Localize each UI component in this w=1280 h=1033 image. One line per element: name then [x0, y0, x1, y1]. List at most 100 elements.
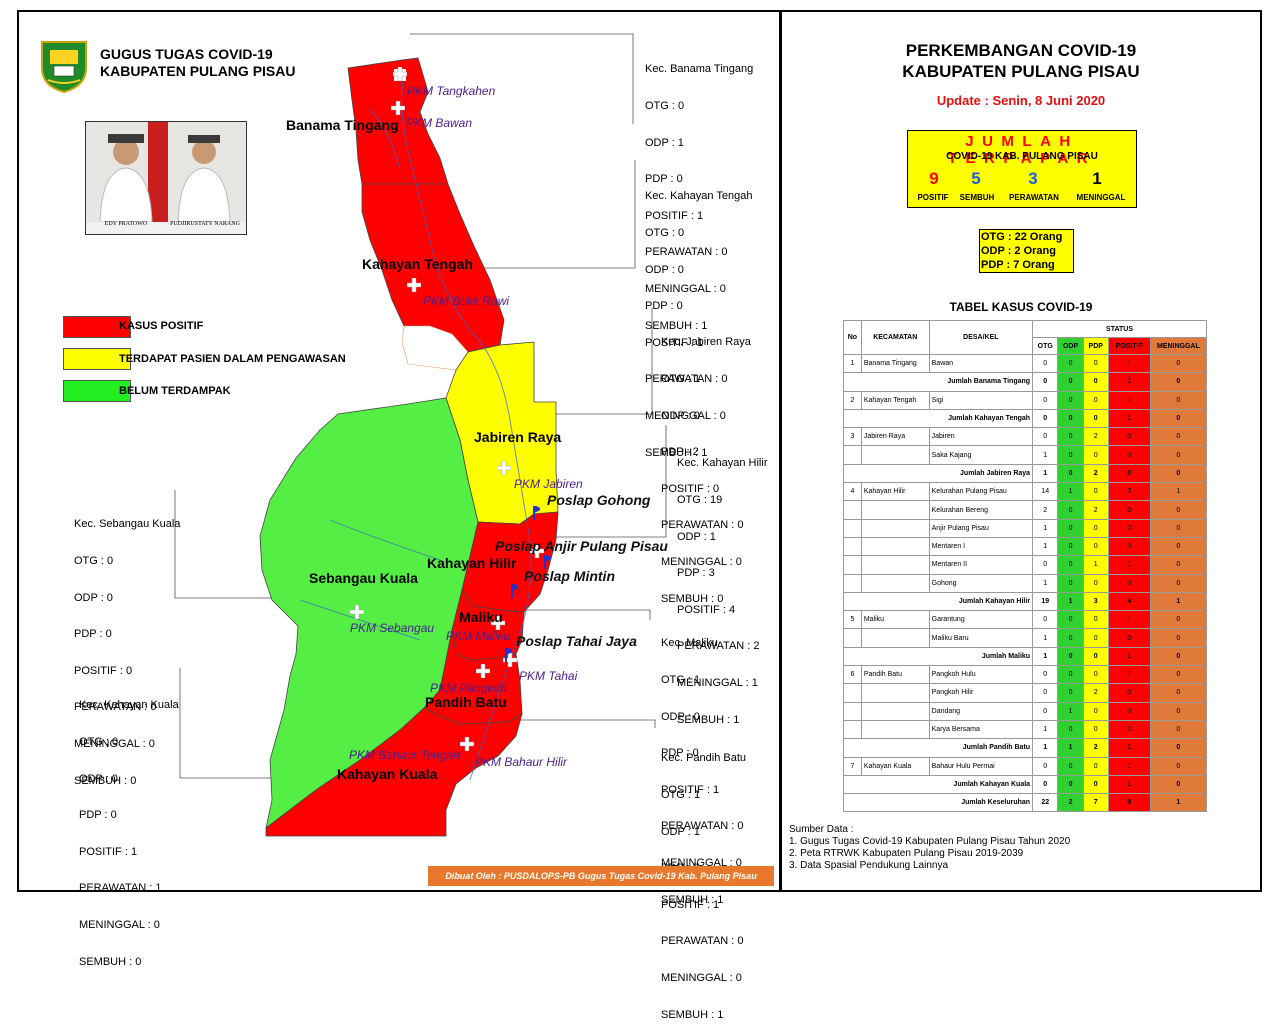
cell-desa: Dandang: [928, 701, 1034, 721]
label-pkm-jabiren: PKM Jabiren: [514, 477, 583, 491]
info-sebangau-kuala: Kec. Sebangau Kuala OTG : 0 ODP : 0 PDP …: [74, 494, 180, 799]
photo-left-name: EDY PRATOWO: [104, 221, 148, 227]
info-title: Kec. Maliku: [661, 637, 718, 650]
info-kahayan-tengah: Kec. Kahayan Tengah OTG : 0 ODP : 0 PDP …: [645, 166, 752, 471]
cell-total-label: Jumlah Kahayan Tengah: [842, 408, 1034, 429]
cell-pdp: 2: [1082, 738, 1109, 758]
cell-meninggal: 0: [1149, 701, 1208, 721]
info-line: PDP : 3: [677, 567, 715, 580]
cell-desa: Kelurahan Pulang Pisau: [928, 482, 1034, 502]
cell-kecamatan: [860, 719, 930, 740]
cross-icon: [459, 736, 475, 752]
info-kahayan-hilir: Kec. Kahayan Hilir OTG : 19 ODP : 1 PDP …: [677, 433, 768, 738]
table-title: TABEL KASUS COVID-19: [949, 300, 1093, 314]
cell-pdp: 0: [1082, 646, 1109, 667]
info-line: PERAWATAN : 1: [79, 882, 162, 895]
cell-positif: 0: [1107, 719, 1151, 740]
info-line: POSITIF : 0: [661, 482, 720, 495]
cell-positif: 1: [1107, 665, 1151, 685]
label-pkm-tahai: PKM Tahai: [519, 669, 578, 683]
cell-kecamatan: [860, 628, 930, 648]
th-odp: ODP: [1057, 337, 1084, 355]
cell-total-label: Jumlah Kahayan Kuala: [842, 774, 1034, 795]
cell-odp: 0: [1057, 610, 1084, 630]
cell-positif: 1: [1107, 774, 1151, 795]
table-row: 3 Jabiren Raya Jabiren 0 0 2 0 0: [843, 427, 1208, 447]
cell-kecamatan: [860, 536, 930, 557]
cell-desa: Anjir Pulang Pisau: [928, 518, 1034, 538]
cell-no: [843, 536, 862, 557]
cell-positif: 4: [1107, 591, 1151, 612]
cell-meninggal: 0: [1149, 610, 1208, 630]
officials-portrait-icon: [86, 122, 246, 223]
th-pdp: PDP: [1082, 337, 1109, 355]
cell-kecamatan: [860, 445, 930, 465]
cell-positif: 0: [1107, 628, 1151, 648]
cell-odp: 0: [1057, 756, 1084, 776]
cross-icon: [475, 663, 491, 679]
th-no: No: [843, 320, 862, 355]
label-sebangau-kuala: Sebangau Kuala: [309, 570, 418, 586]
cell-meninggal: 0: [1149, 390, 1208, 410]
label-pkm-bahaur-tengah: PKM Bahaur Tengah: [349, 748, 460, 762]
cell-positif: 1: [1107, 610, 1151, 630]
cell-no: 6: [843, 665, 862, 685]
terpapar-title: JUMLAH TERPAPAR: [947, 133, 1097, 167]
cell-otg: 1: [1032, 738, 1059, 758]
cell-desa: Gohong: [928, 573, 1034, 593]
cell-positif: 0: [1107, 500, 1151, 520]
info-line: PERAWATAN : 0: [661, 935, 744, 948]
info-line: ODP : 1: [661, 825, 700, 838]
cell-meninggal: 0: [1149, 756, 1208, 776]
cell-no: [843, 573, 862, 593]
stat-positif-value: 9: [929, 169, 939, 188]
cell-desa: Jabiren: [928, 427, 1034, 447]
cell-pdp: 0: [1082, 518, 1109, 538]
cell-otg: 0: [1032, 701, 1059, 721]
cell-positif: 1: [1107, 372, 1151, 392]
cell-kecamatan: Kahayan Kuala: [860, 756, 930, 776]
cell-desa: Pangkoh Hilir: [928, 683, 1034, 703]
info-banama-tingang: Kec. Banama Tingang OTG : 0 ODP : 1 PDP …: [645, 39, 753, 344]
cell-meninggal: 0: [1149, 738, 1208, 758]
cell-meninggal: 0: [1149, 628, 1208, 648]
label-pkm-sebangau: PKM Sebangau: [350, 621, 435, 635]
cell-pdp: 3: [1082, 591, 1109, 612]
cell-odp: 0: [1057, 665, 1084, 685]
label-kahayan-hilir: Kahayan Hilir: [427, 555, 517, 571]
cell-pdp: 0: [1082, 536, 1109, 557]
cell-positif: 0: [1107, 701, 1151, 721]
cell-meninggal: 0: [1149, 445, 1208, 465]
cell-no: 1: [843, 353, 862, 374]
cell-kecamatan: Kahayan Tengah: [860, 390, 930, 410]
info-line: MENINGGAL : 0: [661, 556, 742, 569]
source-item: 1. Gugus Tugas Covid-19 Kabupaten Pulang…: [789, 836, 1071, 847]
info-line: MENINGGAL : 0: [645, 410, 726, 423]
info-line: POSITIF : 1: [645, 209, 704, 222]
cell-kecamatan: Banama Tingang: [860, 353, 930, 374]
th-meninggal: MENINGGAL: [1149, 337, 1208, 355]
label-poslap-gohong: Poslap Gohong: [547, 492, 651, 508]
flag-icon: [502, 647, 515, 662]
cell-odp: 0: [1057, 518, 1084, 538]
cell-pdp: 0: [1082, 573, 1109, 593]
cross-icon: [406, 277, 422, 293]
cell-desa: Bahaur Hulu Permai: [928, 756, 1034, 776]
cell-meninggal: 0: [1149, 463, 1208, 484]
summary-odp: ODP : 2 Orang: [981, 245, 1056, 257]
region-kahayan-kuala: [265, 707, 523, 837]
cell-desa: Maliku Baru: [928, 628, 1034, 648]
cell-meninggal: 0: [1149, 536, 1208, 557]
update-date: Update : Senin, 8 Juni 2020: [936, 93, 1106, 108]
cell-kecamatan: Jabiren Raya: [860, 427, 930, 447]
info-line: POSITIF : 4: [677, 603, 736, 616]
cross-icon: [349, 604, 365, 620]
cell-pdp: 0: [1082, 353, 1109, 374]
cell-pdp: 0: [1082, 482, 1109, 502]
cell-no: 4: [843, 482, 862, 502]
cell-positif: 0: [1107, 573, 1151, 593]
info-title: Kec. Kahayan Hilir: [677, 457, 768, 470]
cell-total-label: Jumlah Pandih Batu: [842, 738, 1034, 758]
label-maliku: Maliku: [459, 609, 503, 625]
cell-positif: 0: [1107, 427, 1151, 447]
